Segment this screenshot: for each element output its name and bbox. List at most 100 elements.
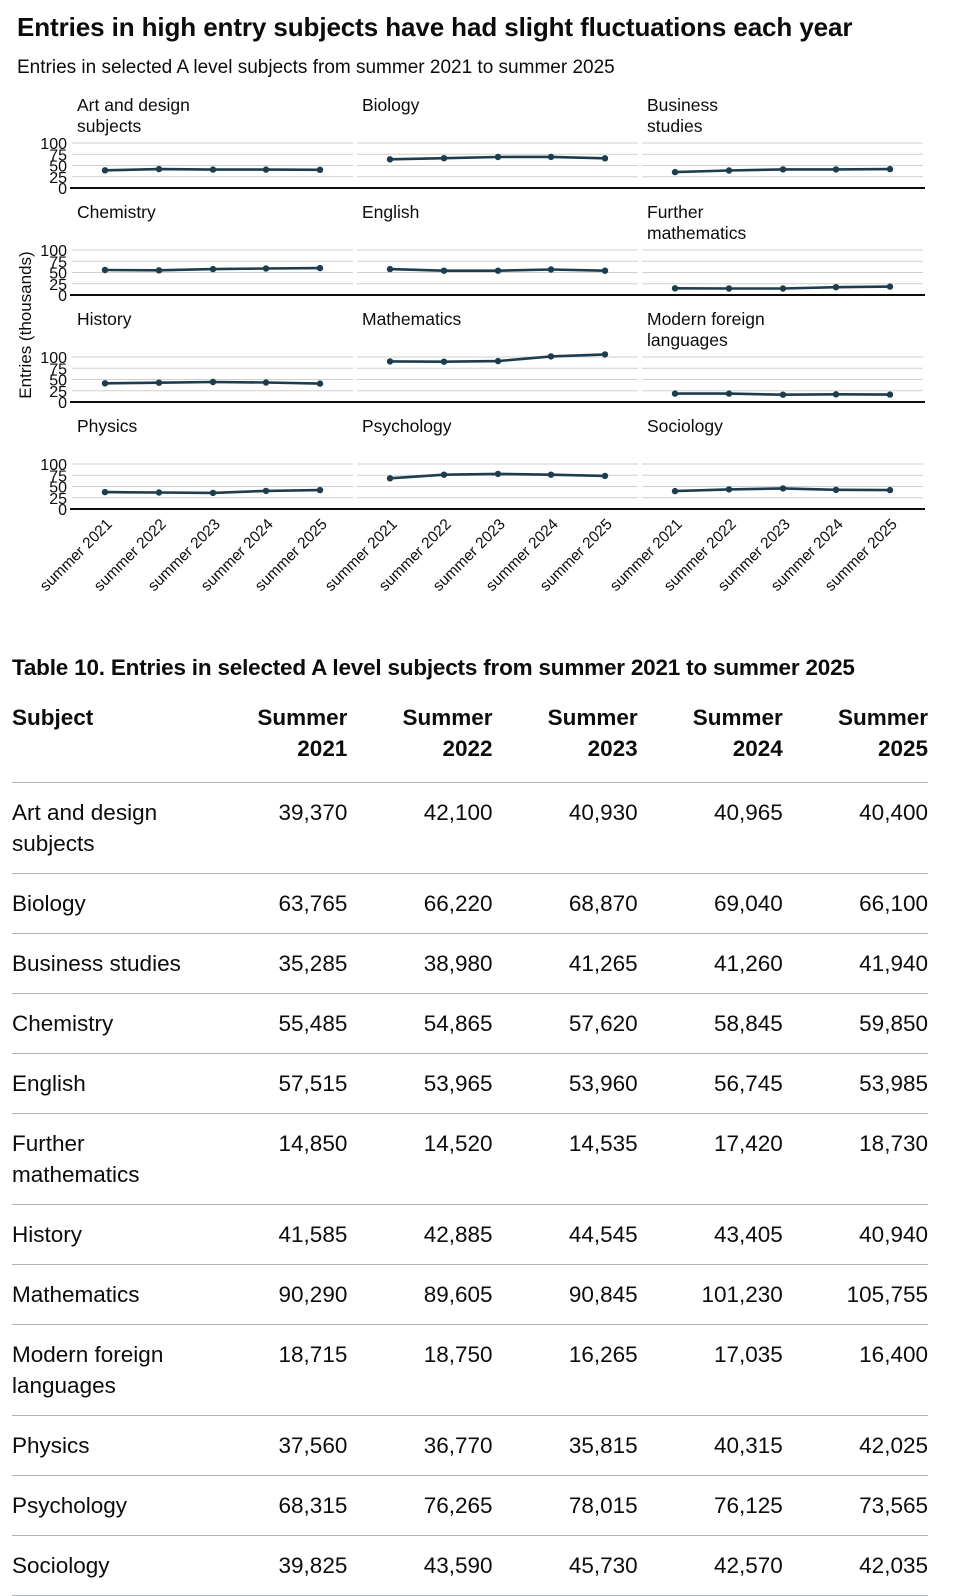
data-point xyxy=(494,267,502,274)
data-point xyxy=(547,353,555,360)
header-summer-2025: Summer 2025 xyxy=(782,698,928,783)
header-summer-2023: Summer 2023 xyxy=(492,698,638,783)
panel-title: studies xyxy=(647,116,703,136)
value-cell: 14,520 xyxy=(347,1113,493,1205)
value-cell: 54,865 xyxy=(347,993,493,1054)
panel-title: Business xyxy=(647,95,718,115)
subject-cell: Mathematics xyxy=(12,1264,203,1325)
value-cell: 90,290 xyxy=(202,1264,348,1325)
entries-table: Subject Summer 2021 Summer 2022 Summer 2023… xyxy=(12,698,928,1596)
data-point xyxy=(725,390,733,397)
y-tick-label: 75 xyxy=(49,468,67,485)
value-cell: 89,605 xyxy=(347,1264,493,1325)
value-cell: 55,485 xyxy=(202,993,348,1054)
panel-title: Sociology xyxy=(647,416,723,436)
value-cell: 73,565 xyxy=(782,1475,928,1536)
y-tick-label: 50 xyxy=(49,480,67,497)
panel-title: Art and design xyxy=(77,95,190,115)
table-body: Art and design subjects 39,370 42,100 40,93… xyxy=(12,782,928,1596)
data-point xyxy=(494,357,502,365)
value-cell: 14,850 xyxy=(202,1113,348,1205)
subject-cell: English xyxy=(12,1053,203,1114)
panel-title: Physics xyxy=(77,416,138,436)
value-cell: 35,815 xyxy=(492,1415,638,1476)
data-point xyxy=(886,283,894,290)
panel-title: Biology xyxy=(362,95,420,115)
value-cell: 40,940 xyxy=(782,1204,928,1265)
value-cell: 40,930 xyxy=(492,782,638,874)
data-point xyxy=(262,379,270,386)
value-cell: 68,315 xyxy=(202,1475,348,1536)
table-row: Modern foreign languages 18,715 18,750 16,2… xyxy=(12,1324,928,1416)
data-point xyxy=(155,379,163,386)
value-cell: 43,405 xyxy=(637,1204,783,1265)
y-axis-label: Entries (thousands) xyxy=(16,251,35,398)
value-cell: 105,755 xyxy=(782,1264,928,1325)
data-point xyxy=(155,165,163,173)
value-cell: 14,535 xyxy=(492,1113,638,1205)
data-point xyxy=(440,358,448,365)
y-tick-label: 25 xyxy=(49,491,67,508)
data-point xyxy=(316,380,324,387)
subject-cell: Further mathematics xyxy=(12,1113,203,1205)
data-point xyxy=(101,488,109,496)
data-point xyxy=(547,153,555,161)
header-summer-2021: Summer 2021 xyxy=(202,698,348,783)
value-cell: 42,885 xyxy=(347,1204,493,1265)
panel-biology: Biology xyxy=(355,95,640,189)
data-point xyxy=(262,487,270,495)
data-point xyxy=(209,489,217,497)
table-caption: Table 10. Entries in selected A level su… xyxy=(12,655,855,680)
data-point xyxy=(547,266,555,273)
data-point xyxy=(832,486,840,493)
data-point xyxy=(601,155,609,162)
y-tick-label: 75 xyxy=(49,254,67,271)
y-tick-label: 100 xyxy=(40,457,67,474)
value-cell: 18,750 xyxy=(347,1324,493,1416)
panel-title: languages xyxy=(647,330,728,350)
data-point xyxy=(725,167,733,174)
data-point xyxy=(386,156,394,163)
data-point xyxy=(601,351,609,358)
table-row: History 41,585 42,885 44,545 43,405 40,940 xyxy=(12,1204,928,1265)
data-point xyxy=(832,166,840,173)
value-cell: 40,400 xyxy=(782,782,928,874)
y-tick-label: 25 xyxy=(49,384,67,401)
value-cell: 58,845 xyxy=(637,993,783,1054)
data-point xyxy=(725,285,733,292)
y-tick-label: 0 xyxy=(58,288,67,305)
subject-cell: Biology xyxy=(12,873,203,934)
value-cell: 41,260 xyxy=(637,933,783,994)
data-point xyxy=(440,155,448,162)
value-cell: 68,870 xyxy=(492,873,638,934)
y-tick-label: 50 xyxy=(49,266,67,283)
value-cell: 39,825 xyxy=(202,1535,348,1596)
table-row: Mathematics 90,290 89,605 90,845 101,230 105,… xyxy=(12,1264,928,1325)
table-row: Further mathematics 14,850 14,520 14,535 17,… xyxy=(12,1113,928,1205)
data-point xyxy=(101,380,109,387)
value-cell: 42,100 xyxy=(347,782,493,874)
data-point xyxy=(671,168,679,176)
y-tick-label: 100 xyxy=(40,350,67,367)
data-point xyxy=(886,486,894,494)
data-point xyxy=(101,167,109,174)
value-cell: 101,230 xyxy=(637,1264,783,1325)
y-tick-label: 0 xyxy=(58,395,67,412)
data-point xyxy=(886,391,894,398)
chart-title: Entries in high entry subjects have had … xyxy=(17,12,853,42)
y-tick-label: 75 xyxy=(49,361,67,378)
table-header-row: Subject Summer 2021 Summer 2022 Summer 2023… xyxy=(12,698,928,783)
value-cell: 53,985 xyxy=(782,1053,928,1114)
table-row: English 57,515 53,965 53,960 56,745 53,985 xyxy=(12,1053,928,1114)
panel-title: History xyxy=(77,309,132,329)
data-point xyxy=(262,166,270,173)
value-cell: 16,400 xyxy=(782,1324,928,1416)
panel-title: subjects xyxy=(77,116,141,136)
value-cell: 18,730 xyxy=(782,1113,928,1205)
